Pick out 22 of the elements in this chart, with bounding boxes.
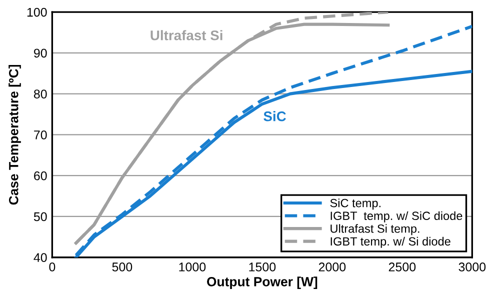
annotation: SiC: [264, 111, 286, 122]
y-tick-label: 80: [34, 90, 47, 98]
legend-label: Ultrafast Si temp.: [330, 224, 420, 236]
y-tick-label: 100: [27, 8, 47, 17]
y-tick-label: 50: [34, 212, 47, 222]
y-axis-title: Case Temperature [ºC]: [8, 64, 21, 205]
y-tick-label: 70: [34, 130, 47, 140]
x-tick-label: 0: [49, 262, 56, 272]
legend-label: IGBT temp. w/ SiC diode: [330, 211, 462, 222]
annotation: Ultrafast Si: [150, 30, 222, 40]
x-tick-label: 3000: [458, 262, 486, 272]
legend-label: SiC temp.: [330, 198, 380, 210]
y-tick-label: 40: [34, 253, 47, 262]
legend-label: IGBT temp. w/ Si diode: [330, 236, 450, 248]
x-tick-label: 2000: [318, 262, 346, 272]
x-tick-label: 500: [112, 262, 132, 272]
x-tick-label: 1500: [249, 262, 276, 272]
x-axis-title: Output Power [W]: [207, 276, 318, 289]
y-tick-label: 60: [34, 171, 47, 180]
y-tick-label: 90: [34, 48, 47, 58]
x-tick-label: 2500: [388, 262, 416, 272]
x-tick-label: 1000: [179, 262, 206, 272]
